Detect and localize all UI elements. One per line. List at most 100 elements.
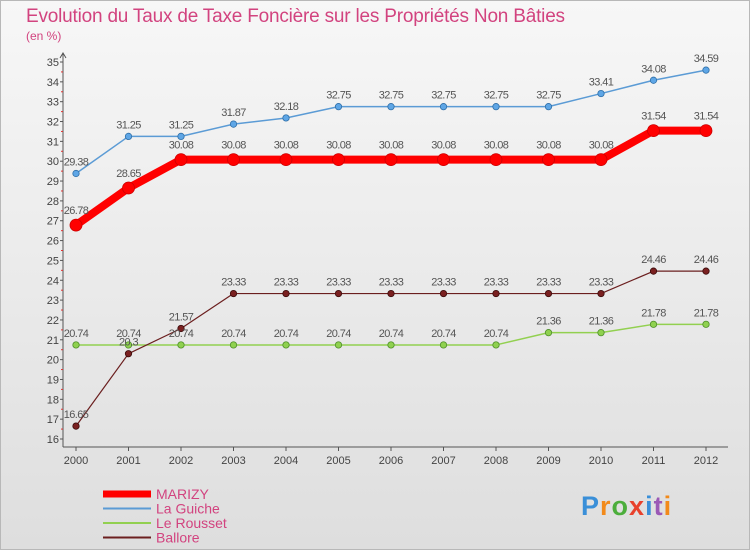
- data-point-marizy: [594, 153, 608, 167]
- data-point-ballore: [439, 289, 448, 298]
- data-point-marizy: [489, 153, 503, 167]
- data-point-la-guiche: [649, 76, 658, 84]
- data-label-marizy: 31.54: [694, 111, 719, 123]
- y-tick-label: 20: [47, 355, 59, 367]
- y-tick-label: 29: [47, 176, 59, 188]
- data-point-la-guiche: [124, 132, 133, 141]
- y-tick-label: 28: [47, 196, 59, 208]
- data-point-ballore: [702, 267, 710, 275]
- data-label-marizy: 30.08: [431, 140, 456, 152]
- x-tick-label: 2000: [64, 455, 88, 467]
- data-label-ballore: 23.33: [326, 277, 351, 289]
- data-label-le-rousset: 21.78: [641, 307, 666, 319]
- data-label-le-rousset: 21.36: [589, 316, 614, 328]
- data-label-ballore: 21.57: [169, 311, 194, 323]
- logo-letter: x: [629, 491, 646, 521]
- data-point-ballore: [177, 324, 185, 333]
- data-label-ballore: 23.33: [589, 277, 614, 289]
- data-point-la-guiche: [387, 103, 395, 111]
- data-point-la-guiche: [439, 103, 448, 111]
- data-label-marizy: 30.08: [589, 140, 614, 152]
- data-point-le-rousset: [334, 341, 343, 349]
- y-tick-label: 26: [47, 236, 59, 248]
- data-point-le-rousset: [649, 320, 658, 328]
- data-point-le-rousset: [124, 341, 133, 349]
- y-tick-label: 24: [47, 275, 59, 287]
- y-tick-label: 31: [47, 136, 59, 148]
- y-tick-label: 17: [47, 414, 59, 426]
- x-tick-label: 2003: [221, 455, 245, 467]
- data-label-le-rousset: 20.74: [64, 328, 89, 340]
- legend-label-la-guiche: La Guiche: [156, 501, 220, 517]
- data-label-ballore: 24.46: [641, 254, 666, 266]
- data-point-ballore: [124, 350, 133, 358]
- data-point-le-rousset: [544, 329, 553, 337]
- y-tick-label: 32: [47, 117, 59, 129]
- data-label-ballore: 23.33: [536, 277, 561, 289]
- logo-letter: o: [611, 491, 630, 521]
- data-point-ballore: [282, 289, 290, 298]
- data-label-ballore: 24.46: [694, 254, 719, 266]
- data-label-ballore: 23.33: [484, 277, 509, 289]
- x-tick-label: 2012: [694, 455, 718, 467]
- y-tick-label: 30: [47, 156, 59, 168]
- x-tick-label: 2007: [431, 455, 455, 467]
- data-label-marizy: 31.54: [641, 111, 666, 123]
- data-label-marizy: 30.08: [169, 140, 194, 152]
- data-point-marizy: [542, 153, 555, 167]
- data-point-la-guiche: [72, 169, 80, 178]
- data-point-ballore: [544, 289, 553, 298]
- x-tick-label: 2005: [326, 455, 350, 467]
- logo-letter: i: [645, 491, 654, 521]
- data-label-marizy: 30.08: [326, 140, 351, 152]
- data-point-la-guiche: [334, 103, 343, 111]
- data-label-la-guiche: 34.59: [694, 53, 719, 65]
- data-label-le-rousset: 20.74: [221, 328, 246, 340]
- data-label-la-guiche: 32.75: [326, 90, 351, 102]
- legend-label-marizy: MARIZY: [156, 486, 210, 502]
- data-label-marizy: 30.08: [221, 140, 246, 152]
- y-tick-label: 19: [47, 374, 59, 386]
- x-tick-label: 2004: [274, 455, 298, 467]
- x-tick-label: 2001: [116, 455, 140, 467]
- data-label-la-guiche: 31.25: [116, 119, 141, 131]
- y-tick-label: 22: [47, 315, 59, 327]
- y-tick-label: 23: [47, 295, 59, 307]
- data-label-la-guiche: 33.41: [589, 77, 614, 89]
- data-label-le-rousset: 20.74: [431, 328, 456, 340]
- data-point-la-guiche: [544, 103, 553, 111]
- chart-title: Evolution du Taux de Taxe Foncière sur l…: [26, 6, 565, 27]
- data-label-la-guiche: 34.08: [641, 63, 666, 75]
- data-point-le-rousset: [177, 341, 185, 349]
- data-point-marizy: [122, 181, 135, 195]
- data-label-marizy: 30.08: [274, 140, 299, 152]
- data-point-ballore: [387, 289, 395, 298]
- data-point-la-guiche: [282, 114, 290, 122]
- data-point-marizy: [437, 153, 450, 167]
- x-tick-label: 2002: [169, 455, 193, 467]
- data-label-ballore: 16.65: [64, 409, 89, 421]
- data-point-marizy: [699, 124, 713, 138]
- data-label-la-guiche: 32.75: [379, 90, 404, 102]
- data-point-ballore: [492, 289, 500, 298]
- data-point-marizy: [647, 124, 660, 138]
- data-label-marizy: 26.78: [64, 205, 89, 217]
- data-label-ballore: 23.33: [221, 277, 246, 289]
- data-point-le-rousset: [492, 341, 500, 349]
- data-point-ballore: [334, 289, 343, 298]
- data-label-le-rousset: 20.74: [379, 328, 404, 340]
- data-point-la-guiche: [229, 120, 238, 128]
- logo-letter: r: [600, 491, 612, 521]
- y-tick-label: 33: [47, 97, 59, 109]
- logo-letter: i: [663, 491, 673, 521]
- data-point-ballore: [649, 267, 658, 275]
- data-point-le-rousset: [282, 341, 290, 349]
- data-label-la-guiche: 31.25: [169, 119, 194, 131]
- data-label-ballore: 23.33: [379, 277, 404, 289]
- x-tick-label: 2006: [379, 455, 403, 467]
- data-label-le-rousset: 20.74: [326, 328, 351, 340]
- data-label-marizy: 30.08: [379, 140, 404, 152]
